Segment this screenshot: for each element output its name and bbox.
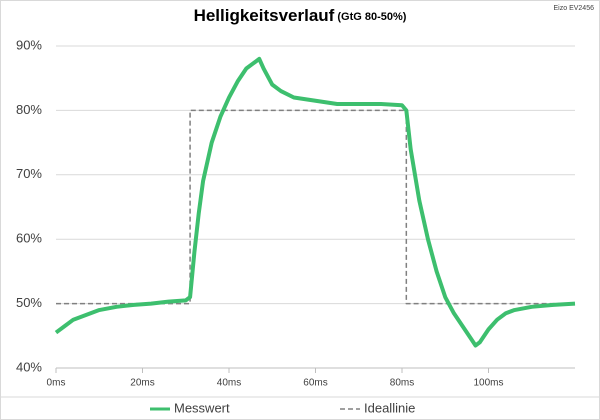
- x-tick-label: 80ms: [390, 378, 414, 389]
- x-tick-label: 60ms: [303, 378, 327, 389]
- x-tick-label: 20ms: [130, 378, 154, 389]
- x-tick-label: 0ms: [47, 378, 66, 389]
- legend-label: Messwert: [174, 400, 230, 415]
- x-tick-label: 100ms: [473, 378, 503, 389]
- series-line: [54, 56, 576, 348]
- series-line: [56, 109, 575, 305]
- y-tick-label: 70%: [16, 166, 42, 181]
- chart-title: Helligkeitsverlauf (GtG 80-50%): [194, 6, 407, 25]
- y-tick-label: 60%: [16, 231, 42, 246]
- y-tick-label: 80%: [16, 102, 42, 117]
- y-tick-label: 50%: [16, 295, 42, 310]
- y-tick-label: 90%: [16, 37, 42, 52]
- subtitle: (GtG 80-50%): [337, 11, 406, 23]
- x-tick-label: 40ms: [217, 378, 241, 389]
- legend-label: Ideallinie: [364, 400, 415, 415]
- title: Helligkeitsverlauf: [194, 6, 335, 25]
- annotation: Eizo EV2456: [554, 5, 595, 12]
- y-tick-label: 40%: [16, 359, 42, 374]
